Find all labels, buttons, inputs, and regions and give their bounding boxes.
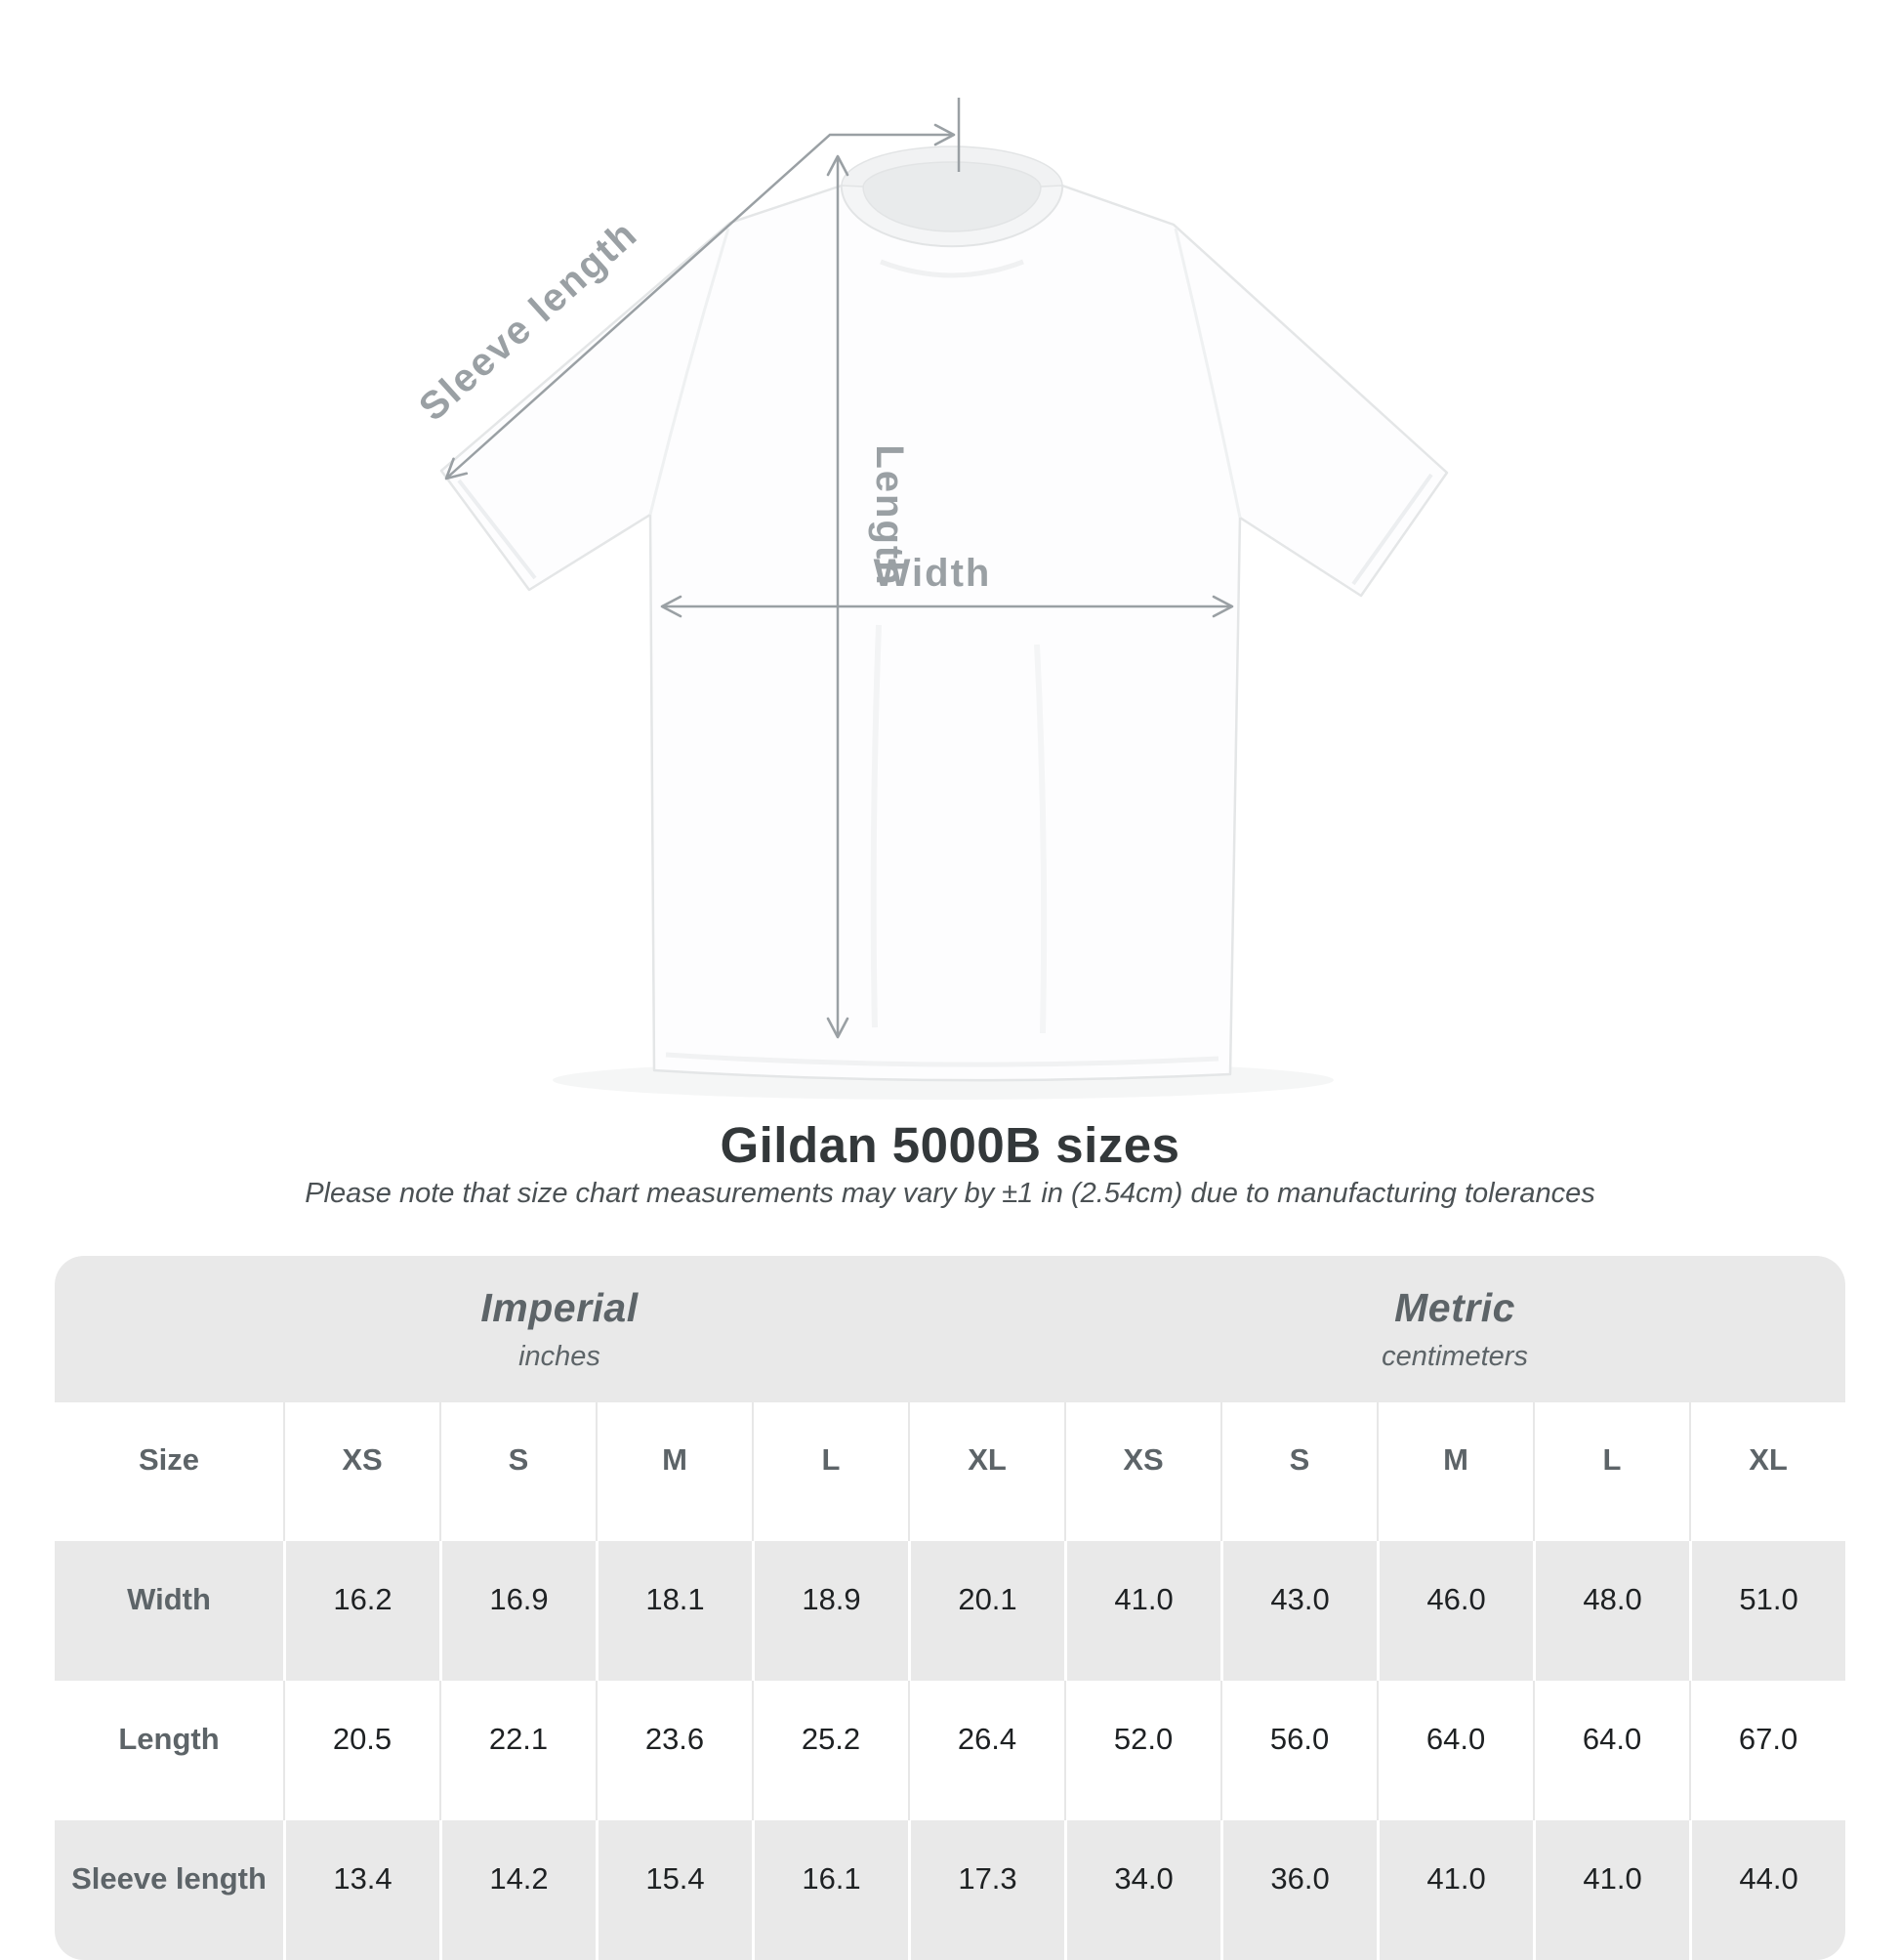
value-cell: 18.1 <box>596 1541 752 1681</box>
metric-title: Metric <box>1394 1285 1515 1330</box>
value-cell: 67.0 <box>1689 1681 1846 1820</box>
value-cell: 41.0 <box>1064 1541 1221 1681</box>
metric-group-header: Metric centimeters <box>1064 1256 1846 1402</box>
size-header-xs-metric: XS <box>1064 1402 1221 1541</box>
value-cell: 56.0 <box>1220 1681 1378 1820</box>
metric-unit: centimeters <box>1382 1341 1528 1372</box>
row-label-width: Width <box>55 1541 283 1681</box>
value-cell: 41.0 <box>1377 1820 1534 1960</box>
row-label-length: Length <box>55 1681 283 1820</box>
size-header-s-metric: S <box>1220 1402 1378 1541</box>
value-cell: 15.4 <box>596 1820 752 1960</box>
value-cell: 34.0 <box>1064 1820 1221 1960</box>
size-header-l-imperial: L <box>752 1402 908 1541</box>
value-cell: 18.9 <box>752 1541 908 1681</box>
value-cell: 20.5 <box>283 1681 439 1820</box>
value-cell: 26.4 <box>908 1681 1065 1820</box>
size-table: Imperial inches Metric centimeters Size … <box>55 1256 1846 1960</box>
tolerance-note: Please note that size chart measurements… <box>305 1178 1595 1209</box>
tshirt-measurement-diagram: Sleeve length Length Width <box>411 98 1449 1082</box>
size-header-xl-imperial: XL <box>908 1402 1065 1541</box>
value-cell: 41.0 <box>1533 1820 1690 1960</box>
length-row: Length 20.5 22.1 23.6 25.2 26.4 52.0 56.… <box>55 1681 1846 1820</box>
value-cell: 20.1 <box>908 1541 1065 1681</box>
size-header-row: Size XS S M L XL XS S M L XL <box>55 1402 1846 1541</box>
width-row: Width 16.2 16.9 18.1 18.9 20.1 41.0 43.0… <box>55 1541 1846 1681</box>
size-header-l-metric: L <box>1533 1402 1690 1541</box>
value-cell: 48.0 <box>1533 1541 1690 1681</box>
value-cell: 43.0 <box>1220 1541 1378 1681</box>
value-cell: 22.1 <box>439 1681 596 1820</box>
value-cell: 64.0 <box>1377 1681 1534 1820</box>
value-cell: 16.1 <box>752 1820 908 1960</box>
width-arrow: Width <box>660 552 1234 618</box>
size-header-m-imperial: M <box>596 1402 752 1541</box>
size-header-xl-metric: XL <box>1689 1402 1846 1541</box>
value-cell: 13.4 <box>283 1820 439 1960</box>
size-header-xs-imperial: XS <box>283 1402 439 1541</box>
page-title: Gildan 5000B sizes <box>720 1117 1180 1173</box>
value-cell: 46.0 <box>1377 1541 1534 1681</box>
value-cell: 52.0 <box>1064 1681 1221 1820</box>
value-cell: 14.2 <box>439 1820 596 1960</box>
value-cell: 17.3 <box>908 1820 1065 1960</box>
length-label: Length <box>868 444 911 586</box>
size-header-s-imperial: S <box>439 1402 596 1541</box>
value-cell: 25.2 <box>752 1681 908 1820</box>
imperial-title: Imperial <box>480 1285 639 1330</box>
sleeve-length-row: Sleeve length 13.4 14.2 15.4 16.1 17.3 3… <box>55 1820 1846 1960</box>
value-cell: 44.0 <box>1689 1820 1846 1960</box>
value-cell: 51.0 <box>1689 1541 1846 1681</box>
row-label-sleeve-length: Sleeve length <box>55 1820 283 1960</box>
value-cell: 16.2 <box>283 1541 439 1681</box>
imperial-group-header: Imperial inches <box>55 1256 1065 1402</box>
value-cell: 64.0 <box>1533 1681 1690 1820</box>
unit-group-row: Imperial inches Metric centimeters <box>55 1256 1846 1402</box>
size-header-m-metric: M <box>1377 1402 1534 1541</box>
value-cell: 16.9 <box>439 1541 596 1681</box>
size-column-header: Size <box>55 1402 283 1541</box>
value-cell: 23.6 <box>596 1681 752 1820</box>
width-label: Width <box>874 552 992 595</box>
value-cell: 36.0 <box>1220 1820 1378 1960</box>
imperial-unit: inches <box>518 1341 600 1372</box>
